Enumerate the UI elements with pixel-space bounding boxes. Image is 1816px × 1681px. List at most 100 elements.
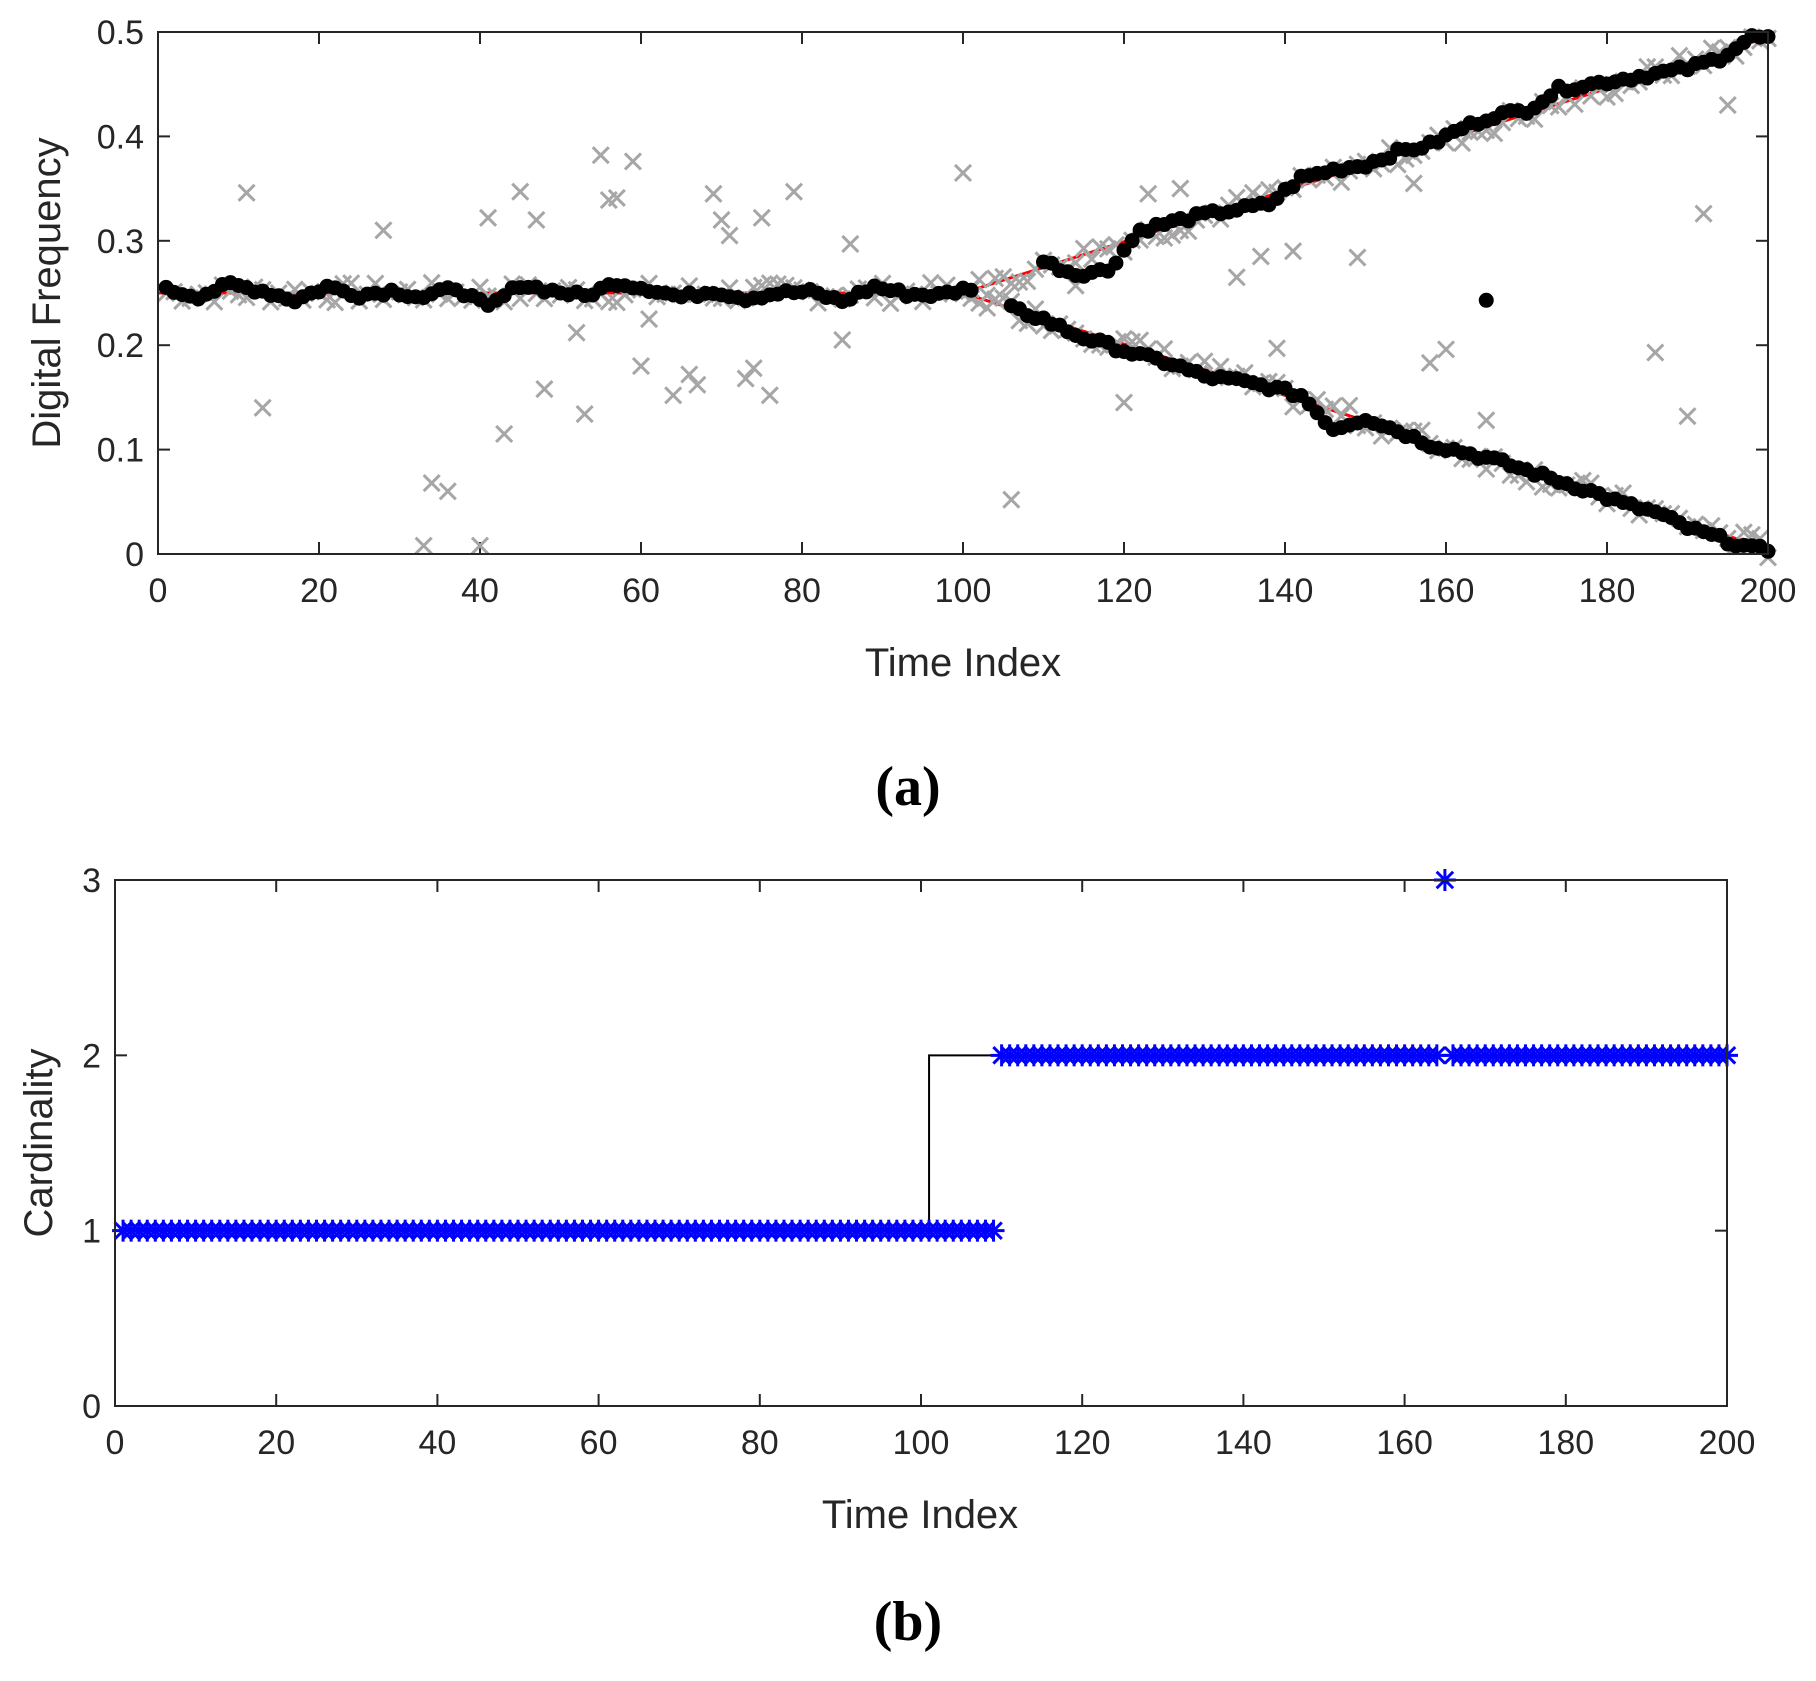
y-tick-label: 0.5 <box>97 14 144 52</box>
estimate-outlier-marker <box>1478 292 1494 308</box>
clutter-marker <box>833 330 852 350</box>
clutter-marker <box>1718 96 1737 115</box>
clutter-marker <box>438 482 457 501</box>
clutter-marker <box>1002 490 1021 509</box>
x-axis-label-a: Time Index <box>865 641 1061 685</box>
measurement-marker <box>1018 272 1037 291</box>
y-tick-label: 0.4 <box>97 118 144 156</box>
clutter-marker <box>760 386 779 405</box>
x-tick-label: 40 <box>461 572 499 610</box>
y-tick-label: 0.1 <box>97 432 144 470</box>
x-tick-label: 80 <box>741 1424 779 1462</box>
clutter-marker <box>631 357 651 376</box>
clutter-marker <box>1267 339 1287 358</box>
clutter-marker <box>374 221 393 240</box>
clutter-marker <box>744 359 763 378</box>
x-tick-label: 40 <box>418 1424 456 1462</box>
clutter-marker <box>1477 411 1496 430</box>
y-tick-label: 1 <box>82 1213 101 1251</box>
clutter-marker <box>253 398 272 417</box>
clutter-marker <box>736 369 755 388</box>
estimate-marker-upper <box>1285 179 1301 195</box>
clutter-marker <box>607 188 626 208</box>
clutter-marker <box>1139 184 1158 203</box>
clutter-marker <box>623 152 643 171</box>
estimate-marker-upper <box>1124 233 1140 249</box>
x-axis-b: 0 20 40 60 80 100 120 140 160 180 200 0 1 2 3 <box>82 862 1755 1462</box>
y-tick-label: 2 <box>82 1037 101 1075</box>
y-tick-label: 0 <box>82 1388 101 1426</box>
plot-frame-b <box>114 879 1728 1407</box>
clutter-marker <box>639 310 659 329</box>
measurement-marker <box>1074 239 1093 258</box>
clutter-marker <box>535 379 554 399</box>
measurement-marker <box>1485 124 1504 143</box>
clutter-marker <box>841 234 860 253</box>
clutter-marker <box>1694 204 1713 223</box>
clutter-marker <box>1436 340 1456 359</box>
y-axis-label-b: Cardinality <box>17 1049 61 1238</box>
x-tick-label: 180 <box>1579 572 1636 610</box>
clutter-marker <box>414 536 433 555</box>
y-tick-label: 0 <box>125 536 144 574</box>
x-tick-label: 80 <box>783 572 821 610</box>
plot-area-b <box>115 880 1727 1406</box>
x-tick-label: 120 <box>1054 1424 1111 1462</box>
clutter-marker <box>1251 247 1270 266</box>
x-axis-label-b: Time Index <box>822 1493 1018 1537</box>
clutter-marker <box>478 208 498 227</box>
x-tick-label: 0 <box>149 572 168 610</box>
y-tick-label: 0.3 <box>97 223 144 261</box>
measurement-marker <box>1670 46 1689 65</box>
clutter-marker <box>1171 179 1190 198</box>
measurement-marker <box>1340 396 1359 415</box>
clutter-marker <box>712 210 731 229</box>
clutter-marker <box>237 183 256 202</box>
x-tick-label: 20 <box>257 1424 295 1462</box>
clutter-marker <box>680 365 699 384</box>
clutter-marker <box>591 146 610 165</box>
clutter-marker <box>1227 268 1246 287</box>
clutter-marker <box>567 323 586 342</box>
panel-caption-a: (a) <box>875 756 940 818</box>
panel-caption-b: (b) <box>874 1591 942 1653</box>
clutter-marker <box>1348 248 1367 267</box>
clutter-marker <box>1646 343 1665 362</box>
y-tick-label: 3 <box>82 862 101 900</box>
clutter-marker <box>752 208 771 227</box>
measurement-marker <box>1332 173 1351 192</box>
plot-frame-a <box>157 31 1769 555</box>
x-tick-label: 20 <box>300 572 338 610</box>
x-tick-label: 100 <box>893 1424 950 1462</box>
x-tick-label: 60 <box>580 1424 618 1462</box>
estimate-marker <box>963 282 979 298</box>
x-tick-label: 160 <box>1376 1424 1433 1462</box>
panel-b: 0 20 40 60 80 100 120 140 160 180 200 0 1 2 3 Time Ind… <box>17 862 1755 1653</box>
clutter-marker <box>720 226 739 245</box>
clutter-marker <box>1114 393 1134 412</box>
estimate-marker-upper <box>1108 255 1124 271</box>
x-tick-label: 0 <box>106 1424 125 1462</box>
clutter-marker <box>1678 407 1697 426</box>
clutter-marker <box>470 536 490 555</box>
clutter-marker <box>784 182 804 201</box>
y-axis-label-a: Digital Frequency <box>25 137 69 448</box>
clutter-marker <box>511 182 530 201</box>
y-tick-label: 0.2 <box>97 327 144 365</box>
x-tick-label: 200 <box>1699 1424 1756 1462</box>
clutter-marker <box>688 375 707 394</box>
clutter-marker <box>664 386 683 405</box>
clutter-marker <box>1420 353 1439 373</box>
clutter-marker <box>1283 242 1303 261</box>
clutter-marker <box>953 163 973 183</box>
x-tick-label: 200 <box>1740 572 1797 610</box>
clutter-marker <box>422 473 441 493</box>
x-tick-label: 180 <box>1537 1424 1594 1462</box>
panel-a: 0 20 40 60 80 100 120 140 160 180 200 0 0.1 0.2 0.3 0.4… <box>25 14 1796 818</box>
estimated-cardinality-b <box>112 869 1738 1242</box>
clutter-marker <box>495 424 514 444</box>
x-tick-label: 60 <box>622 572 660 610</box>
cardinality-marker <box>982 1219 1005 1242</box>
clutter-marker <box>575 405 594 424</box>
